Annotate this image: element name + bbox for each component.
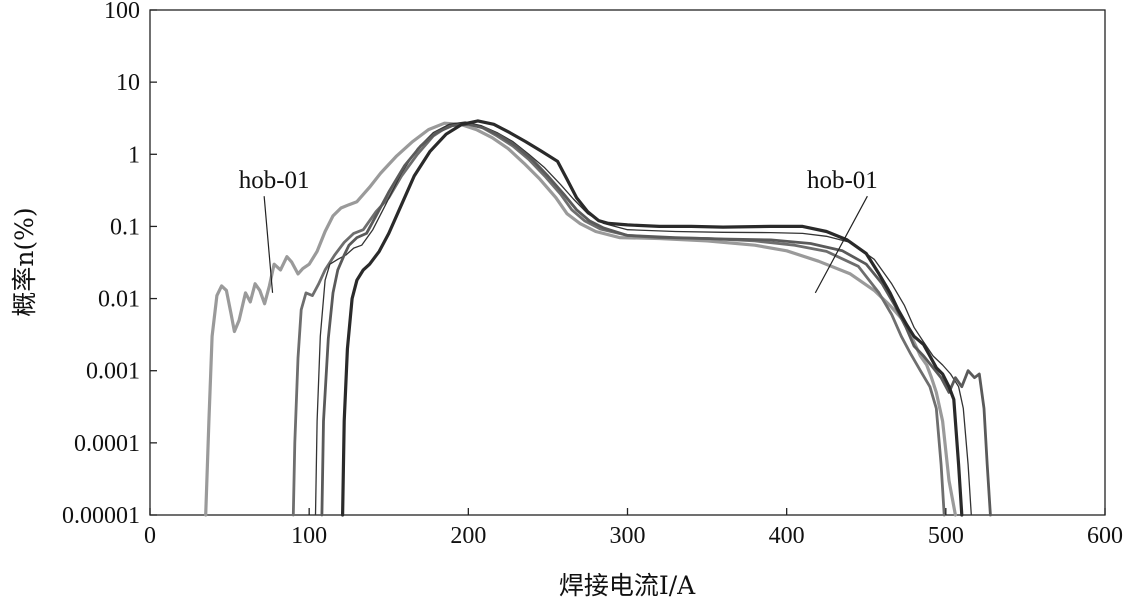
y-tick-label: 0.00001 [62,503,140,529]
x-tick-label: 200 [450,523,486,549]
y-tick-label: 0.0001 [74,431,140,457]
y-tick-label: 0.1 [110,214,140,240]
y-tick-label: 0.001 [86,359,140,385]
x-tick-label: 500 [928,523,964,549]
series-line-1 [204,121,957,517]
annotation-leader-2 [814,195,868,294]
x-tick-label: 400 [769,523,805,549]
series-line-5 [341,119,964,517]
series-line-3 [314,121,972,516]
series-line-4 [320,122,992,517]
series-line-2 [291,121,946,517]
x-tick-label: 0 [144,523,156,549]
x-tick-label: 600 [1087,523,1123,549]
y-tick-label: 100 [104,0,140,24]
annotation-label-2: hob-01 [807,167,878,194]
annotation-label-1: hob-01 [239,167,310,194]
y-tick-label: 10 [116,70,140,96]
annotation-leader-1 [263,196,274,293]
x-axis-label: 焊接电流I/A [559,571,696,600]
y-axis-label: 概率n(%) [10,207,39,316]
x-tick-label: 100 [291,523,327,549]
y-tick-label: 0.01 [98,287,140,313]
y-tick-label: 1 [128,142,140,168]
x-tick-label: 300 [610,523,646,549]
